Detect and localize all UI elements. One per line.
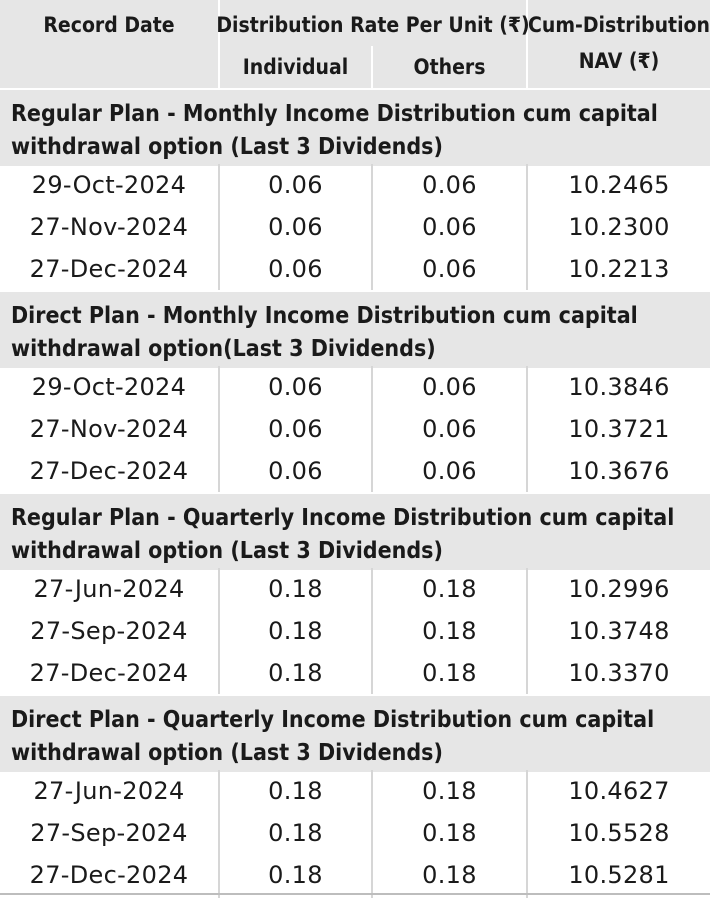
individual-rate-cell: 0.18 bbox=[268, 659, 323, 687]
individual-rate-cell: 0.18 bbox=[268, 617, 323, 645]
individual-rate-cell: 0.06 bbox=[268, 213, 323, 241]
individual-rate-cell: 0.06 bbox=[268, 457, 323, 485]
column-divider bbox=[526, 366, 528, 494]
others-rate-cell: 0.06 bbox=[422, 457, 477, 485]
record-date-cell: 27-Jun-2024 bbox=[33, 575, 185, 603]
header-divider bbox=[371, 46, 373, 88]
column-divider bbox=[371, 366, 373, 494]
header-divider bbox=[218, 0, 220, 88]
individual-rate-cell: 0.18 bbox=[268, 777, 323, 805]
section-title-line1: Regular Plan - Monthly Income Distributi… bbox=[11, 101, 658, 127]
individual-rate-cell: 0.18 bbox=[268, 819, 323, 847]
section-title-line2: withdrawal option(Last 3 Dividends) bbox=[11, 336, 436, 362]
header-record-date: Record Date bbox=[43, 13, 175, 37]
column-divider bbox=[218, 568, 220, 696]
nav-cell: 10.3748 bbox=[568, 617, 670, 645]
table-header bbox=[0, 0, 710, 88]
column-divider bbox=[371, 568, 373, 696]
section-title: Regular Plan - Monthly Income Distributi… bbox=[11, 98, 704, 164]
individual-rate-cell: 0.06 bbox=[268, 171, 323, 199]
nav-cell: 10.2213 bbox=[568, 255, 670, 283]
others-rate-cell: 0.06 bbox=[422, 171, 477, 199]
others-rate-cell: 0.18 bbox=[422, 819, 477, 847]
others-rate-cell: 0.18 bbox=[422, 617, 477, 645]
others-rate-cell: 0.06 bbox=[422, 255, 477, 283]
column-divider bbox=[218, 366, 220, 494]
nav-cell: 10.2300 bbox=[568, 213, 670, 241]
others-rate-cell: 0.06 bbox=[422, 415, 477, 443]
column-divider bbox=[371, 164, 373, 292]
column-divider bbox=[371, 770, 373, 898]
record-date-cell: 29-Oct-2024 bbox=[31, 171, 187, 199]
record-date-cell: 27-Dec-2024 bbox=[29, 457, 189, 485]
record-date-cell: 27-Jun-2024 bbox=[33, 777, 185, 805]
nav-cell: 10.2996 bbox=[568, 575, 670, 603]
column-divider bbox=[218, 164, 220, 292]
section-header: Regular Plan - Monthly Income Distributi… bbox=[0, 88, 710, 166]
section-title-line1: Regular Plan - Quarterly Income Distribu… bbox=[11, 505, 675, 531]
nav-cell: 10.2465 bbox=[568, 171, 670, 199]
others-rate-cell: 0.06 bbox=[422, 373, 477, 401]
others-rate-cell: 0.18 bbox=[422, 861, 477, 889]
record-date-cell: 27-Nov-2024 bbox=[29, 415, 189, 443]
column-divider bbox=[218, 770, 220, 898]
section-header: Regular Plan - Quarterly Income Distribu… bbox=[0, 492, 710, 570]
section-title-line1: Direct Plan - Monthly Income Distributio… bbox=[11, 303, 638, 329]
individual-rate-cell: 0.18 bbox=[268, 861, 323, 889]
others-rate-cell: 0.06 bbox=[422, 213, 477, 241]
section-title: Direct Plan - Monthly Income Distributio… bbox=[11, 300, 704, 366]
nav-cell: 10.3676 bbox=[568, 457, 670, 485]
header-divider bbox=[526, 0, 528, 88]
section-header: Direct Plan - Quarterly Income Distribut… bbox=[0, 694, 710, 772]
nav-cell: 10.4627 bbox=[568, 777, 670, 805]
section-title-line1: Direct Plan - Quarterly Income Distribut… bbox=[11, 707, 655, 733]
individual-rate-cell: 0.06 bbox=[268, 255, 323, 283]
section-title-line2: withdrawal option (Last 3 Dividends) bbox=[11, 538, 443, 564]
column-divider bbox=[526, 770, 528, 898]
section-title: Regular Plan - Quarterly Income Distribu… bbox=[11, 502, 704, 568]
section-title: Direct Plan - Quarterly Income Distribut… bbox=[11, 704, 704, 770]
header-others: Others bbox=[413, 55, 486, 79]
header-cum-nav-line2: NAV (₹) bbox=[578, 49, 660, 73]
others-rate-cell: 0.18 bbox=[422, 659, 477, 687]
nav-cell: 10.5281 bbox=[568, 861, 670, 889]
nav-cell: 10.5528 bbox=[568, 819, 670, 847]
column-divider bbox=[526, 568, 528, 696]
section-title-line2: withdrawal option (Last 3 Dividends) bbox=[11, 134, 443, 160]
nav-cell: 10.3370 bbox=[568, 659, 670, 687]
record-date-cell: 27-Sep-2024 bbox=[30, 819, 188, 847]
nav-cell: 10.3846 bbox=[568, 373, 670, 401]
record-date-cell: 27-Dec-2024 bbox=[29, 659, 189, 687]
section-header: Direct Plan - Monthly Income Distributio… bbox=[0, 290, 710, 368]
others-rate-cell: 0.18 bbox=[422, 575, 477, 603]
record-date-cell: 27-Nov-2024 bbox=[29, 213, 189, 241]
record-date-cell: 27-Dec-2024 bbox=[29, 861, 189, 889]
nav-cell: 10.3721 bbox=[568, 415, 670, 443]
individual-rate-cell: 0.06 bbox=[268, 415, 323, 443]
record-date-cell: 29-Oct-2024 bbox=[31, 373, 187, 401]
record-date-cell: 27-Dec-2024 bbox=[29, 255, 189, 283]
header-individual: Individual bbox=[242, 55, 349, 79]
table-bottom-rule bbox=[0, 893, 710, 895]
individual-rate-cell: 0.06 bbox=[268, 373, 323, 401]
record-date-cell: 27-Sep-2024 bbox=[30, 617, 188, 645]
section-title-line2: withdrawal option (Last 3 Dividends) bbox=[11, 740, 443, 766]
individual-rate-cell: 0.18 bbox=[268, 575, 323, 603]
column-divider bbox=[526, 164, 528, 292]
header-cum-nav-line1: Cum-Distribution bbox=[528, 13, 710, 37]
header-distribution-rate: Distribution Rate Per Unit (₹) bbox=[216, 13, 530, 37]
others-rate-cell: 0.18 bbox=[422, 777, 477, 805]
